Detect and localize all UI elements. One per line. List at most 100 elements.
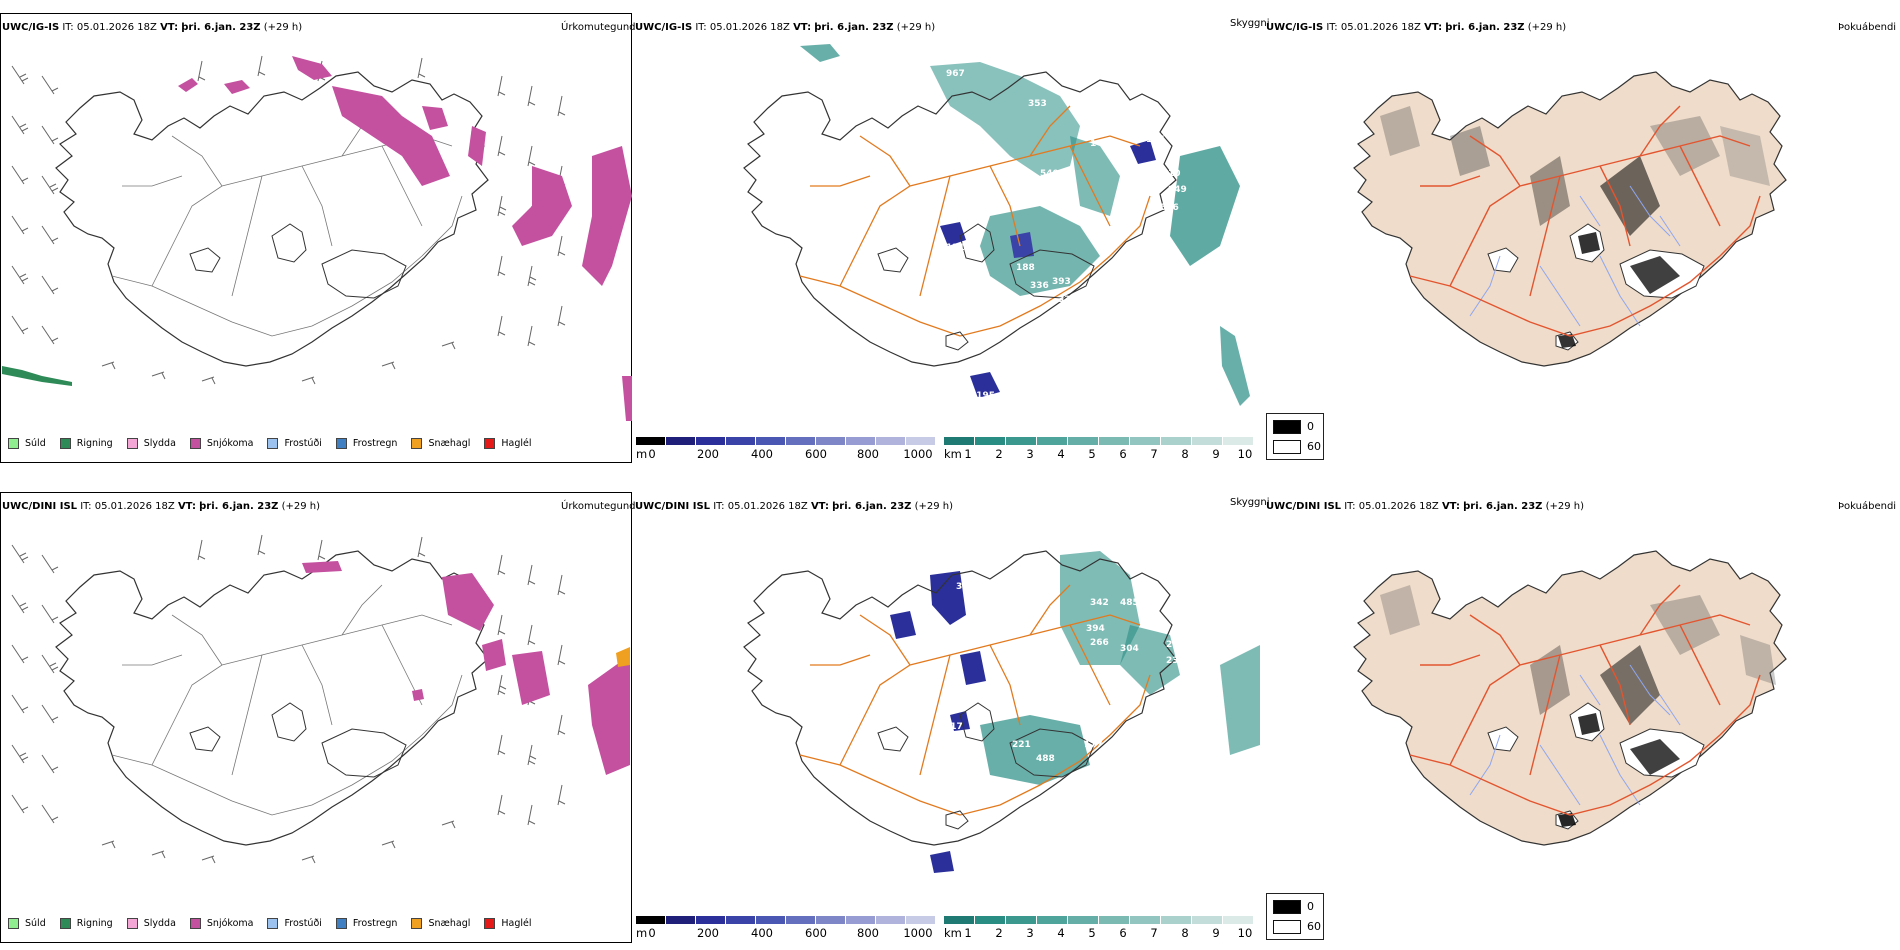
colorbar-tick: 1000: [903, 926, 933, 940]
colorbar-tick: 3: [1026, 926, 1034, 940]
snow-area: [616, 647, 630, 667]
fog-legend-swatch-60: [1273, 440, 1301, 454]
ceiling-area: [970, 372, 1000, 398]
colorbar-tick: 5: [1088, 926, 1096, 940]
ceiling-label: 393: [1052, 277, 1071, 287]
precip-type-label-row1: Úrkomutegund: [561, 22, 636, 33]
colorbar-tick: 200: [697, 926, 719, 940]
legend-item-snaehagl: Snæhagl: [411, 438, 470, 449]
fog-area: [1380, 106, 1420, 156]
ceiling-colorbar-row1: m 0 200 400 600 800 1000: [636, 437, 936, 461]
ceiling-label: 369: [956, 582, 975, 592]
snow-area: [482, 639, 506, 671]
colorbar-tick: 600: [805, 447, 827, 461]
fog-legend-row1: 0 60: [1266, 413, 1324, 460]
colorbar-tick: 4: [1057, 447, 1065, 461]
model-name: UWC/DINI ISL: [2, 501, 78, 512]
visibility-area: [1060, 551, 1140, 665]
visibility-colorbar-row1: km 1 2 3 4 5 6 7 8 9 10: [944, 437, 1260, 461]
it-value: 05.01.2026 18Z: [1340, 22, 1421, 33]
vt-value: þri. 6.jan. 23Z: [181, 22, 261, 33]
colorbar-tick: 6: [1119, 926, 1127, 940]
lead-time: (+29 h): [1527, 22, 1567, 33]
precip-type-label-row2: Úrkomutegund: [561, 501, 636, 512]
ceiling-area: [960, 651, 986, 685]
ceiling-label: 193: [986, 692, 1005, 702]
it-label: IT:: [1344, 501, 1356, 512]
legend-item-slydda: Slydda: [126, 438, 176, 449]
colorbar-tick: 4: [1057, 926, 1065, 940]
fog-area: [1558, 334, 1576, 348]
it-label: IT:: [1326, 22, 1338, 33]
visibility-area: [980, 206, 1100, 296]
legend-swatch: [411, 438, 423, 449]
ceiling-label: 849: [1168, 185, 1187, 195]
fog-legend-row2: 0 60: [1266, 893, 1324, 940]
legend-swatch: [335, 438, 347, 449]
legend-item-hagel: Haglél: [484, 918, 532, 929]
fog-legend-label-0: 0: [1307, 420, 1314, 433]
colorbar-tick: 6: [1119, 447, 1127, 461]
snow-area: [224, 80, 250, 94]
fog-area: [1630, 739, 1680, 775]
visibility-colorbar-row2: km 1 2 3 4 5 6 7 8 9 10: [944, 916, 1260, 940]
snow-area: [412, 689, 424, 701]
colorbar-tick: 10: [1237, 447, 1253, 461]
rain-area: [2, 366, 72, 386]
fog-map-row1: [1353, 71, 1787, 367]
ceiling-label: 586: [1160, 203, 1179, 213]
fog-area: [1450, 126, 1490, 176]
fog-area: [1530, 156, 1570, 226]
it-label: IT:: [62, 22, 74, 33]
colorbar-unit: m: [636, 926, 648, 940]
snow-area: [442, 573, 494, 631]
model-name: UWC/DINI ISL: [635, 501, 711, 512]
fog-type-label-row2: Þokuábendi: [1838, 501, 1897, 512]
colorbar-tick: 1000: [903, 447, 933, 461]
fog-area: [1380, 585, 1420, 635]
ceiling-label: 485: [1120, 598, 1139, 608]
snow-area: [468, 126, 486, 166]
lead-time: (+29 h): [263, 22, 303, 33]
precip-map-row1: [2, 55, 632, 421]
colorbar-tick: 3: [1026, 447, 1034, 461]
visibility-area: [1120, 625, 1180, 695]
ceiling-label: 336: [1058, 295, 1077, 305]
it-value: 05.01.2026 18Z: [1358, 501, 1439, 512]
snow-area: [512, 651, 550, 705]
ceiling-label: 10: [1168, 169, 1181, 179]
precip-legend-row1: Súld Rigning Slydda Snjókoma Frostúði Fr…: [8, 438, 546, 449]
legend-swatch: [335, 918, 347, 929]
snow-area: [178, 78, 198, 92]
colorbar-tick: 0: [648, 926, 656, 940]
colorbar-tick: 400: [751, 447, 773, 461]
colorbar-tick: 9: [1212, 447, 1220, 461]
ceiling-panel-title-row1: UWC/IG-IS IT: 05.01.2026 18Z VT: þri. 6.…: [635, 22, 935, 33]
colorbar-tick: 2: [995, 447, 1003, 461]
ceiling-label: 342: [1090, 598, 1109, 608]
ceiling-label: 117: [944, 722, 963, 732]
model-name: UWC/IG-IS: [2, 22, 60, 33]
colorbar-tick: 800: [857, 926, 879, 940]
legend-swatch: [484, 918, 496, 929]
legend-item-frostudi: Frostúði: [267, 918, 322, 929]
vt-value: þri. 6.jan. 23Z: [1445, 22, 1525, 33]
it-label: IT:: [80, 501, 92, 512]
ceiling-label: 121: [946, 243, 965, 253]
fog-area: [1558, 813, 1576, 827]
ceiling-label: 540: [1040, 169, 1059, 179]
fog-legend-label-60: 60: [1307, 440, 1321, 453]
it-value: 05.01.2026 18Z: [76, 22, 157, 33]
visibility-area: [1170, 146, 1240, 266]
legend-item-snaehagl: Snæhagl: [411, 918, 470, 929]
visibility-area: [930, 62, 1080, 176]
precip-panel-title-row1: UWC/IG-IS IT: 05.01.2026 18Z VT: þri. 6.…: [2, 22, 302, 33]
lead-time: (+29 h): [896, 22, 936, 33]
ceiling-type-label-row2: Skyggni: [1230, 497, 1270, 508]
visibility-area: [1220, 645, 1260, 755]
colorbar-tick: 8: [1181, 447, 1189, 461]
fog-panel-title-row1: UWC/IG-IS IT: 05.01.2026 18Z VT: þri. 6.…: [1266, 22, 1566, 33]
colorbar-tick: 600: [805, 926, 827, 940]
ceiling-label: 304: [1120, 644, 1139, 654]
ceiling-label: 2195: [970, 391, 995, 401]
